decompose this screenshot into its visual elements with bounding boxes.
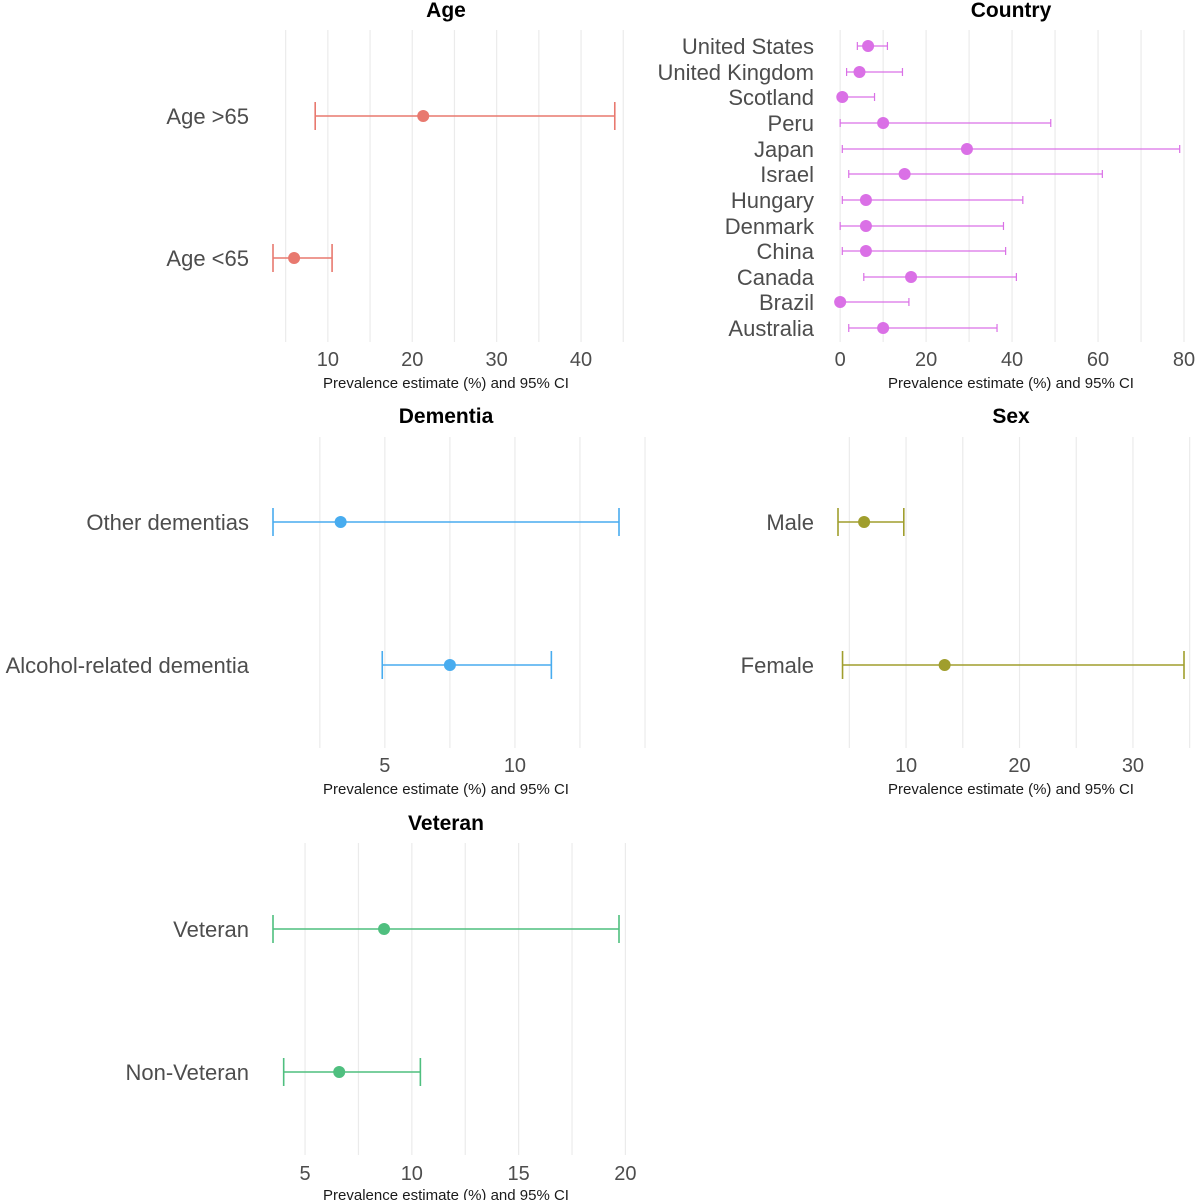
category-label: China [757,239,815,264]
estimate-point [333,1066,346,1078]
x-tick-label: 20 [1008,755,1030,777]
estimate-point [877,322,890,334]
panel-title: Veteran [408,812,484,835]
category-label: Alcohol-related dementia [6,653,250,678]
gridlines [304,843,627,1155]
category-label: Veteran [173,917,249,942]
category-label: United Kingdom [657,60,814,85]
x-tick-label: 10 [504,755,526,777]
category-label: Other dementias [86,510,249,535]
x-tick-label: 10 [895,755,917,777]
x-tick-label: 20 [401,349,423,371]
category-label: Brazil [759,290,814,315]
gridlines [839,30,1185,342]
category-label: Non-Veteran [125,1060,249,1085]
estimate-point [378,923,391,935]
x-tick-label: 80 [1173,349,1195,371]
x-tick-label: 30 [486,349,508,371]
x-tick-label: 60 [1087,349,1109,371]
category-label: Age >65 [166,104,249,129]
category-label: Denmark [725,214,815,239]
estimate-point [836,91,849,103]
estimate-point [859,245,872,257]
category-label: Israel [760,162,814,187]
gridlines [848,437,1191,748]
estimate-point [834,296,847,308]
estimate-point [862,40,875,52]
x-tick-label: 5 [379,755,390,777]
panel-title: Country [971,0,1052,22]
x-tick-label: 15 [507,1163,529,1185]
estimate-point [853,66,866,78]
x-tick-label: 40 [570,349,592,371]
category-label: Age <65 [166,246,249,271]
estimate-point [334,516,347,528]
estimate-point [938,659,951,671]
x-axis-label: Prevalence estimate (%) and 95% CI [888,781,1134,798]
panel-veteran: Veteran 5 10 15 20 Prevalence estimate (%) an… [125,812,636,1200]
estimate-point [288,252,301,264]
estimate-point [905,271,918,283]
panel-dementia: Dementia 5 10 Prevalence estimate (%) and 9… [6,405,646,798]
x-axis-label: Prevalence estimate (%) and 95% CI [323,1187,569,1200]
category-label: Female [741,653,814,678]
x-axis-label: Prevalence estimate (%) and 95% CI [888,375,1134,392]
estimate-point [877,117,890,129]
estimate-point [443,659,456,671]
panel-title: Sex [992,405,1030,428]
estimate-point [960,143,973,155]
category-label: United States [682,34,814,59]
estimate-point [417,110,430,122]
panel-title: Age [426,0,466,22]
panel-country: Country 0 20 40 60 80 Prevalence estimate (%) … [657,0,1195,392]
x-tick-label: 5 [299,1163,310,1185]
x-tick-label: 20 [614,1163,636,1185]
category-label: Scotland [728,85,814,110]
gridlines [285,30,624,342]
gridlines [319,437,646,748]
category-label: Peru [768,111,814,136]
estimate-point [859,220,872,232]
panel-sex: Sex 10 20 30 Prevalence estimate (%) and 95%… [741,405,1191,798]
x-tick-label: 10 [401,1163,423,1185]
x-axis-label: Prevalence estimate (%) and 95% CI [323,375,569,392]
panel-title: Dementia [399,405,494,428]
category-label: Australia [728,316,814,341]
estimate-point [898,168,911,180]
category-label: Male [766,510,814,535]
x-tick-label: 30 [1122,755,1144,777]
x-axis-label: Prevalence estimate (%) and 95% CI [323,781,569,798]
estimate-point [859,194,872,206]
x-tick-label: 0 [835,349,846,371]
x-tick-label: 10 [317,349,339,371]
category-label: Hungary [731,188,814,213]
category-label: Canada [737,265,815,290]
x-tick-label: 40 [1001,349,1023,371]
category-label: Japan [754,137,814,162]
estimate-point [858,516,871,528]
x-tick-label: 20 [915,349,937,371]
